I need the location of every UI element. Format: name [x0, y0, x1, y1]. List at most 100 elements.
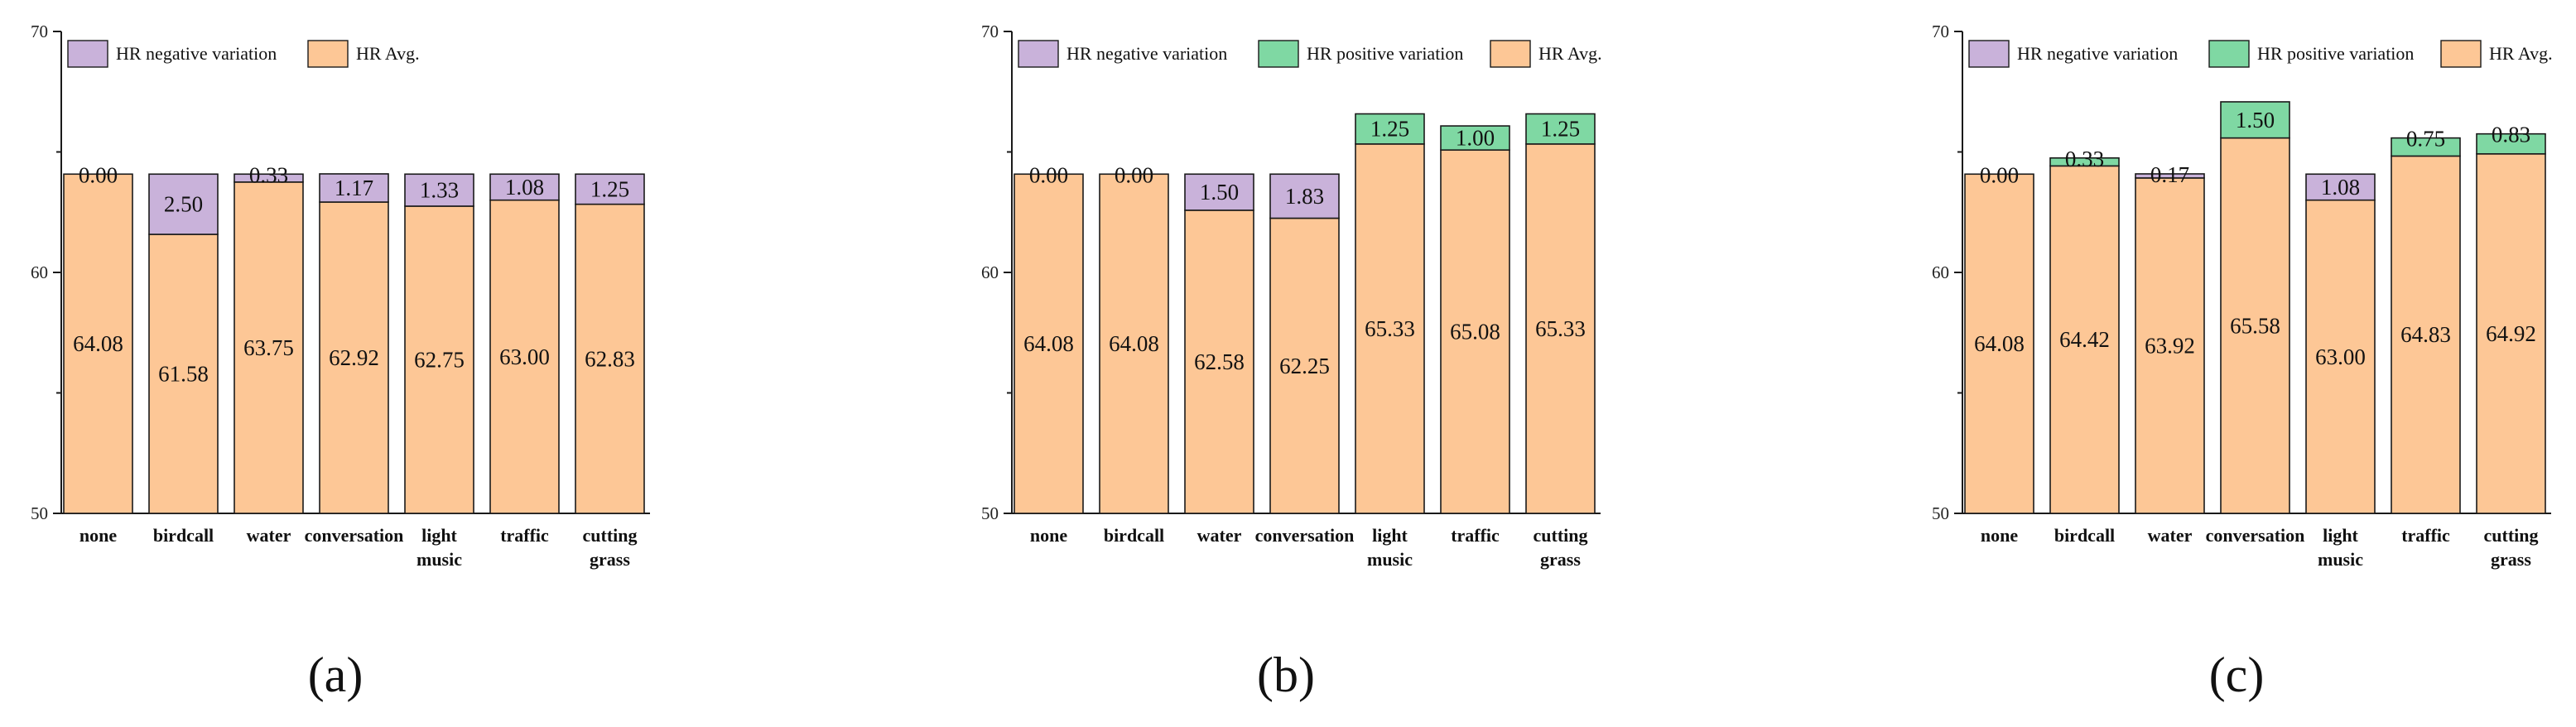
bar-hr-avg [2391, 155, 2461, 514]
bar-hr-positive-variation [1355, 113, 1425, 145]
bar-hr-avg [2220, 137, 2290, 514]
bar-hr-avg [404, 205, 474, 514]
y-tick-label: 50 [981, 503, 999, 523]
bar-hr-positive-variation [2391, 137, 2461, 157]
data-label-variation: 0.00 [1115, 162, 1153, 187]
data-label-avg: 62.25 [1279, 354, 1330, 378]
x-tick-label: music [416, 549, 462, 570]
bar-hr-avg [2305, 199, 2376, 514]
x-tick-label: birdcall [1104, 525, 1164, 546]
bar-hr-negative-variation [319, 173, 389, 203]
data-label-variation: 1.08 [505, 175, 544, 200]
y-tick-label: 60 [1932, 262, 1949, 282]
bar-hr-avg [1355, 143, 1425, 514]
bar-hr-positive-variation [2220, 101, 2290, 139]
data-label-avg: 63.00 [2315, 344, 2366, 369]
data-label-avg: 62.58 [1194, 349, 1245, 374]
bar-hr-avg [148, 234, 219, 514]
data-label-avg: 64.08 [73, 331, 123, 356]
data-label-avg: 64.08 [1109, 331, 1159, 356]
data-label-avg: 63.92 [2145, 333, 2195, 358]
data-label-avg: 62.83 [585, 346, 635, 371]
y-tick-label: 70 [1932, 22, 1949, 41]
data-label-avg: 64.42 [2059, 327, 2110, 352]
data-label-variation: 0.00 [1029, 162, 1068, 187]
data-label-variation: 2.50 [164, 192, 203, 217]
legend-entry-avg: HR Avg. [2489, 43, 2553, 64]
data-label-variation: 1.50 [2236, 108, 2275, 132]
data-label-avg: 62.75 [414, 347, 465, 372]
legend-swatch-positive [2208, 40, 2250, 68]
data-label-variation: 0.83 [2492, 123, 2530, 147]
data-label-variation: 0.75 [2406, 127, 2445, 152]
legend-swatch-negative [67, 40, 108, 68]
bar-hr-negative-variation [1184, 173, 1254, 211]
bar-hr-avg [1184, 209, 1254, 514]
bar-hr-avg [575, 203, 645, 514]
legend-entry-positive: HR positive variation [1307, 43, 1463, 64]
bar-hr-avg [1525, 143, 1596, 514]
bar-hr-positive-variation [1440, 125, 1510, 151]
bar-hr-avg [1269, 217, 1340, 514]
data-label-variation: 1.83 [1285, 184, 1324, 209]
x-tick-label: none [79, 525, 117, 546]
data-label-variation: 1.00 [1456, 126, 1495, 151]
bar-hr-negative-variation [2135, 173, 2205, 179]
bar-hr-avg [1440, 149, 1510, 514]
legend-entry-negative: HR negative variation [2017, 43, 2178, 64]
x-tick-label: conversation [2206, 525, 2305, 546]
bar-hr-negative-variation [1269, 173, 1340, 219]
data-label-variation: 0.33 [2065, 147, 2104, 171]
bar-hr-avg [2476, 153, 2546, 514]
x-tick-label: none [1981, 525, 2018, 546]
chart-panel-3: 50 60 70 64.08 0.00 none 64.42 0.33 birdcall 63.9… [1932, 22, 2553, 570]
x-tick-label: birdcall [153, 525, 214, 546]
data-label-avg: 62.92 [329, 345, 379, 370]
legend-entry-positive: HR positive variation [2257, 43, 2414, 64]
x-tick-label: water [1197, 525, 1242, 546]
bar-hr-negative-variation [234, 173, 304, 183]
x-tick-label: light [2323, 525, 2358, 546]
data-label-variation: 0.17 [2150, 162, 2189, 187]
legend-entry-avg: HR Avg. [1538, 43, 1602, 64]
data-label-avg: 65.58 [2230, 313, 2280, 338]
x-tick-label: none [1030, 525, 1067, 546]
data-label-variation: 1.25 [1541, 117, 1580, 142]
data-label-avg: 64.08 [1974, 331, 2025, 356]
x-tick-label: cutting [583, 525, 638, 546]
bar-hr-avg [489, 199, 560, 514]
panel-label: (b) [1257, 648, 1315, 702]
legend-swatch-avg [307, 40, 349, 68]
x-tick-label: traffic [2401, 525, 2450, 546]
data-label-variation: 0.00 [1980, 162, 2019, 187]
bar-hr-positive-variation [2476, 132, 2546, 155]
bar-hr-avg [63, 173, 133, 514]
bar-hr-avg [1099, 173, 1169, 514]
x-tick-label: grass [2491, 549, 2531, 570]
y-tick-label: 60 [981, 262, 999, 282]
legend-entry-negative: HR negative variation [1067, 43, 1227, 64]
data-label-avg: 63.75 [243, 335, 294, 360]
data-label-variation: 1.50 [1200, 180, 1239, 205]
data-label-avg: 63.00 [499, 344, 550, 369]
data-label-variation: 1.25 [1370, 117, 1409, 142]
legend-swatch-avg [1490, 40, 1531, 68]
y-tick-label: 60 [31, 262, 48, 282]
x-tick-label: traffic [500, 525, 549, 546]
data-label-avg: 65.33 [1535, 316, 1586, 341]
y-tick-label: 70 [981, 22, 999, 41]
bar-hr-negative-variation [575, 173, 645, 205]
bar-hr-avg [234, 181, 304, 514]
y-tick-label: 50 [31, 503, 48, 523]
x-tick-label: water [247, 525, 291, 546]
panel-label: (a) [308, 648, 364, 702]
legend-swatch-negative [1968, 40, 2010, 68]
data-label-variation: 1.08 [2321, 175, 2360, 200]
data-label-variation: 0.33 [249, 162, 288, 187]
data-label-avg: 64.83 [2400, 322, 2451, 347]
bar-hr-negative-variation [489, 173, 560, 201]
bar-hr-negative-variation [148, 173, 219, 235]
bar-hr-negative-variation [404, 173, 474, 207]
data-label-variation: 1.25 [590, 176, 629, 201]
legend-entry-avg: HR Avg. [356, 43, 420, 64]
